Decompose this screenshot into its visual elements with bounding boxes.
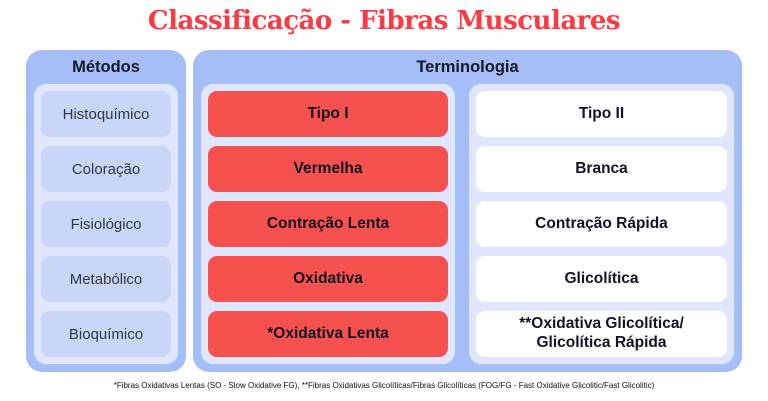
methods-list: Histoquímico Coloração Fisiológico Metab… [34, 84, 178, 364]
methods-header: Métodos [72, 57, 140, 76]
page-title: Classificação - Fibras Musculares [147, 6, 621, 36]
type-i-card-contracao-lenta: Contração Lenta [208, 201, 448, 247]
type-ii-card-tipo-ii: Tipo II [476, 91, 727, 137]
type-i-list: Tipo I Vermelha Contração Lenta Oxidativ… [201, 84, 455, 364]
type-i-card-oxidativa: Oxidativa [208, 256, 448, 302]
type-ii-card-glicolitica: Glicolítica [476, 256, 727, 302]
type-ii-card-contracao-rapida: Contração Rápida [476, 201, 727, 247]
type-ii-card-oxidativa-glicolitica: **Oxidativa Glicolítica/ Glicolítica Ráp… [476, 311, 727, 357]
terminology-header: Terminologia [416, 57, 519, 76]
footnote: *Fibras Oxidativas Lentas (SO - Slow Oxi… [113, 381, 655, 390]
method-card-histoquimico: Histoquímico [41, 91, 171, 137]
method-card-coloracao: Coloração [41, 146, 171, 192]
terminology-panel: Terminologia Tipo I Vermelha Contração L… [193, 50, 742, 372]
type-i-card-oxidativa-lenta: *Oxidativa Lenta [208, 311, 448, 357]
method-card-fisiologico: Fisiológico [41, 201, 171, 247]
methods-panel: Métodos Histoquímico Coloração Fisiológi… [26, 50, 186, 372]
type-i-card-tipo-i: Tipo I [208, 91, 448, 137]
type-i-card-vermelha: Vermelha [208, 146, 448, 192]
type-ii-card-branca: Branca [476, 146, 727, 192]
method-card-metabolico: Metabólico [41, 256, 171, 302]
type-ii-list: Tipo II Branca Contração Rápida Glicolít… [469, 84, 734, 364]
method-card-bioquimico: Bioquímico [41, 311, 171, 357]
